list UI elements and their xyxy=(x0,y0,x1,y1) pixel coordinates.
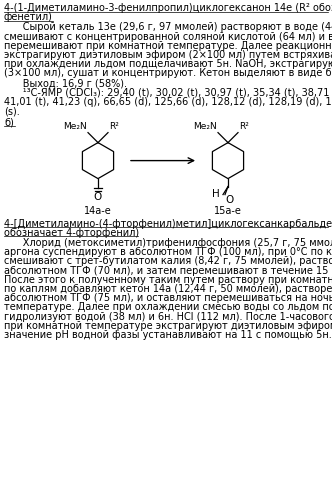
Text: абсолютном ТГФ (70 мл), и затем перемешивают в течение 15 мин при 0°С.: абсолютном ТГФ (70 мл), и затем перемеши… xyxy=(4,266,332,276)
Text: 4-(1-Диметиламино-3-фенилпропил)циклогексанон 14e (R² обозначает: 4-(1-Диметиламино-3-фенилпропил)циклогек… xyxy=(4,3,332,13)
Text: Выход: 16,9 г (58%).: Выход: 16,9 г (58%). xyxy=(4,78,127,88)
Text: смешивают с трет-бутилатом калия (8,42 г, 75 ммолей), растворенным в: смешивают с трет-бутилатом калия (8,42 г… xyxy=(4,256,332,266)
Text: O: O xyxy=(225,194,233,204)
Text: 14a-e: 14a-e xyxy=(84,206,112,216)
Text: аргона суспендируют в абсолютном ТГФ (100 мл), при 0°С по каплям: аргона суспендируют в абсолютном ТГФ (10… xyxy=(4,247,332,257)
Text: значение pH водной фазы устанавливают на 11 с помощью 5н. NaOH,: значение pH водной фазы устанавливают на… xyxy=(4,330,332,340)
Text: гидролизуют водой (38 мл) и 6н. HCl (112 мл). После 1-часового перемешивания: гидролизуют водой (38 мл) и 6н. HCl (112… xyxy=(4,312,332,322)
Text: R²: R² xyxy=(239,122,249,130)
Text: абсолютном ТГФ (75 мл), и оставляют перемешиваться на ночь при комнатной: абсолютном ТГФ (75 мл), и оставляют пере… xyxy=(4,293,332,303)
Text: (3×100 мл), сушат и концентрируют. Кетон выделяют в виде бесцветного масла.: (3×100 мл), сушат и концентрируют. Кетон… xyxy=(4,68,332,78)
Text: ¹³С-ЯМР (CDCl₃): 29,40 (t), 30,02 (t), 30,97 (t), 35,34 (t), 38,71 (t), 40,79 (t: ¹³С-ЯМР (CDCl₃): 29,40 (t), 30,02 (t), 3… xyxy=(4,88,332,98)
Text: Сырой кеталь 13e (29,6 г, 97 ммолей) растворяют в воде (44 мл),: Сырой кеталь 13e (29,6 г, 97 ммолей) рас… xyxy=(4,22,332,32)
Text: 15a-e: 15a-e xyxy=(214,206,242,216)
Text: фенетил): фенетил) xyxy=(4,12,53,22)
Text: 4-[Диметиламино-(4-фторфенил)метил]циклогексанкарбальдегид 15a (R²: 4-[Диметиламино-(4-фторфенил)метил]цикло… xyxy=(4,218,332,228)
Text: Me₂N: Me₂N xyxy=(193,122,217,130)
Text: б): б) xyxy=(4,118,14,128)
Text: Me₂N: Me₂N xyxy=(63,122,87,130)
Text: перемешивают при комнатной температуре. Далее реакционную смесь: перемешивают при комнатной температуре. … xyxy=(4,41,332,51)
Text: при охлаждении льдом подщелачивают 5н. NaOH, экстрагируют дихлорметаном: при охлаждении льдом подщелачивают 5н. N… xyxy=(4,59,332,69)
Text: по каплям добавляют кетон 14a (12,44 г, 50 ммолей), растворенный в: по каплям добавляют кетон 14a (12,44 г, … xyxy=(4,284,332,294)
Text: После этого к полученному таким путем раствору при комнатной температуре: После этого к полученному таким путем ра… xyxy=(4,275,332,285)
Text: H: H xyxy=(212,188,220,198)
Text: температуре. Далее при охлаждении смесью воды со льдом по каплям: температуре. Далее при охлаждении смесью… xyxy=(4,302,332,312)
Text: R²: R² xyxy=(109,122,119,130)
Text: смешивают с концентрированной соляной кислотой (64 мл) и в течение 20 ч: смешивают с концентрированной соляной ки… xyxy=(4,32,332,42)
Text: 41,01 (t), 41,23 (q), 66,65 (d), 125,66 (d), 128,12 (d), 128,19 (d), 142,27 (s),: 41,01 (t), 41,23 (q), 66,65 (d), 125,66 … xyxy=(4,97,332,107)
Text: экстрагируют диэтиловым эфиром (2×100 мл) путем встряхивания, водную фазу: экстрагируют диэтиловым эфиром (2×100 мл… xyxy=(4,50,332,60)
Text: O: O xyxy=(94,192,102,202)
Text: Хлорид (метоксиметил)трифенилфосфония (25,7 г, 75 ммолей) в атмосфере: Хлорид (метоксиметил)трифенилфосфония (2… xyxy=(4,238,332,248)
Text: при комнатной температуре экстрагируют диэтиловым эфиром (10×50 мл),: при комнатной температуре экстрагируют д… xyxy=(4,321,332,331)
Text: (s).: (s). xyxy=(4,106,20,116)
Text: обозначает 4-фторфенил): обозначает 4-фторфенил) xyxy=(4,228,139,238)
